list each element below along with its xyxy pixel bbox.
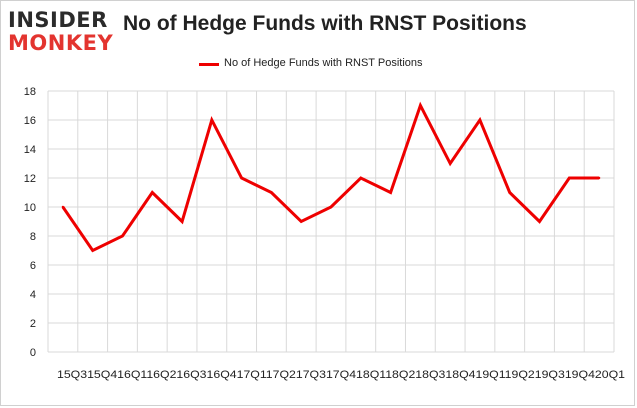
data-point [359, 176, 362, 180]
series-group [61, 101, 601, 253]
data-point [300, 220, 303, 223]
y-tick-label: 10 [24, 202, 36, 214]
x-tick-labels: 15Q315Q416Q116Q216Q316Q417Q117Q217Q317Q4… [57, 369, 625, 381]
chart-title: No of Hedge Funds with RNST Positions [123, 12, 527, 35]
y-tick-label: 18 [24, 86, 36, 98]
y-axis: 0 2 4 6 8 10 12 14 16 18 [24, 86, 36, 359]
y-tick-label: 14 [24, 144, 36, 156]
y-tick-label: 0 [30, 347, 36, 359]
data-point [121, 234, 124, 238]
data-point [270, 191, 273, 194]
y-tick-label: 4 [30, 289, 36, 301]
y-tick-label: 2 [30, 318, 36, 330]
data-point [597, 176, 601, 180]
chart-legend: No of Hedge Funds with RNST Positions [0, 55, 637, 73]
data-point [568, 176, 571, 180]
y-tick-label: 16 [24, 115, 36, 127]
x-axis: 15Q315Q416Q116Q216Q316Q417Q117Q217Q317Q4… [57, 369, 625, 381]
logo-text-monkey: MONKEY [8, 31, 114, 55]
legend-label: No of Hedge Funds with RNST Positions [224, 57, 423, 69]
y-tick-label: 12 [24, 173, 36, 185]
data-point [419, 104, 422, 107]
logo-text-insider: INSIDER [8, 8, 108, 32]
data-point [389, 191, 392, 194]
legend-swatch [199, 63, 219, 66]
data-point [538, 220, 541, 223]
data-point [240, 176, 243, 180]
data-point [329, 205, 333, 209]
data-point [478, 118, 482, 122]
data-point [508, 191, 511, 194]
insider-monkey-logo: INSIDER MONKEY [8, 6, 118, 56]
data-point [91, 249, 94, 252]
y-tick-label: 8 [30, 231, 36, 243]
data-point [151, 191, 154, 194]
gridlines [47, 90, 615, 353]
data-point [180, 220, 184, 223]
data-point [448, 162, 452, 165]
y-tick-label: 6 [30, 260, 36, 272]
data-point [210, 118, 214, 122]
data-point [61, 205, 65, 209]
